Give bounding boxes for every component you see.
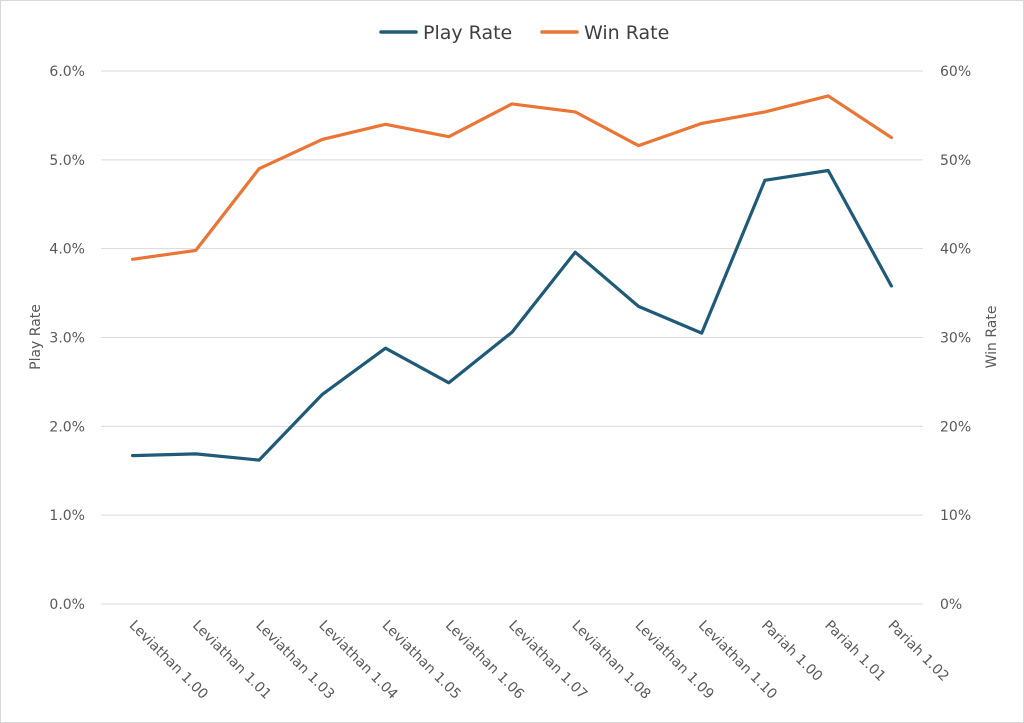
x-tick-label: Pariah 1.00	[758, 618, 825, 685]
left-tick-label: 4.0%	[49, 242, 85, 258]
right-tick-label: 60%	[940, 64, 971, 80]
left-tick-label: 1.0%	[49, 508, 85, 524]
series-lines	[131, 94, 894, 462]
left-tick-label: 0.0%	[49, 597, 85, 613]
left-tick-label: 3.0%	[49, 331, 85, 347]
x-tick-label: Pariah 1.01	[821, 618, 888, 685]
right-tick-label: 20%	[940, 419, 971, 435]
right-tick-label: 50%	[940, 153, 971, 169]
x-tick-label: Pariah 1.02	[885, 618, 952, 685]
left-tick-label: 2.0%	[49, 419, 85, 435]
right-tick-label: 10%	[940, 508, 971, 524]
legend: Play Rate Win Rate	[379, 22, 669, 44]
left-axis-title: Play Rate	[28, 304, 44, 370]
legend-label: Play Rate	[423, 22, 512, 44]
right-tick-label: 0%	[940, 597, 962, 613]
series-line-play-rate	[131, 168, 894, 462]
right-axis-ticks: 0% 10% 20% 30% 40% 50% 60%	[940, 64, 971, 613]
legend-label: Win Rate	[584, 22, 669, 44]
left-tick-label: 6.0%	[49, 64, 85, 80]
right-tick-label: 30%	[940, 331, 971, 347]
gridlines	[101, 70, 923, 605]
left-tick-label: 5.0%	[49, 153, 85, 169]
right-axis-title: Win Rate	[984, 306, 1000, 369]
right-tick-label: 40%	[940, 242, 971, 258]
series-line-win-rate	[131, 94, 894, 261]
left-axis-ticks: 0.0% 1.0% 2.0% 3.0% 4.0% 5.0% 6.0%	[49, 64, 85, 613]
